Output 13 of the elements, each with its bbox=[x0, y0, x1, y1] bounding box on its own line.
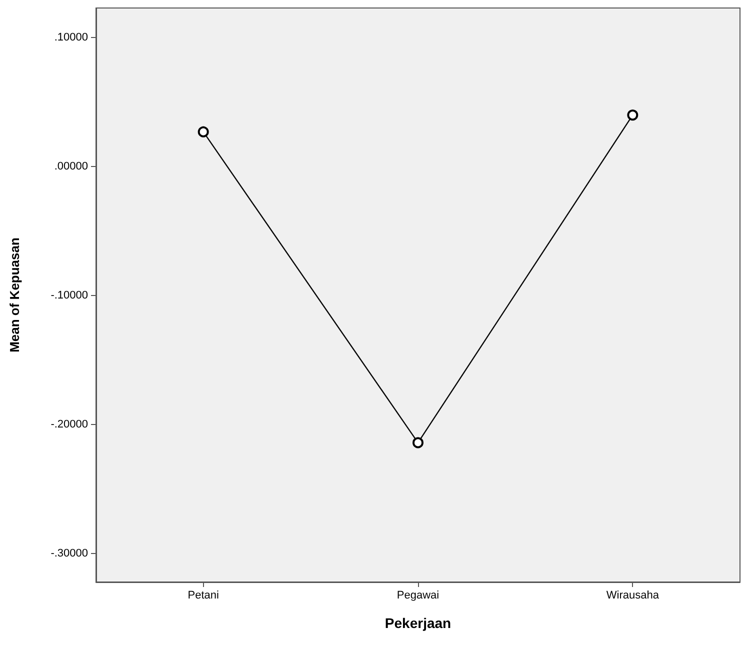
x-axis-title: Pekerjaan bbox=[384, 615, 452, 631]
point bbox=[412, 437, 424, 448]
point bbox=[627, 110, 638, 121]
y-tick-label: .10000 bbox=[54, 32, 88, 44]
x-tick-label: Wirausaha bbox=[606, 590, 660, 602]
y-axis-title: Mean of Kepuasan bbox=[7, 238, 22, 352]
y-tick-label: -.20000 bbox=[50, 418, 88, 431]
y-tick-label: .00000 bbox=[54, 160, 88, 173]
y-tick-label: -.30000 bbox=[50, 548, 88, 560]
y-tick-label: -.10000 bbox=[50, 290, 88, 302]
x-tick-label: Pegawai bbox=[396, 590, 440, 602]
x-tick-label: Petani bbox=[188, 590, 219, 602]
point bbox=[198, 126, 209, 138]
